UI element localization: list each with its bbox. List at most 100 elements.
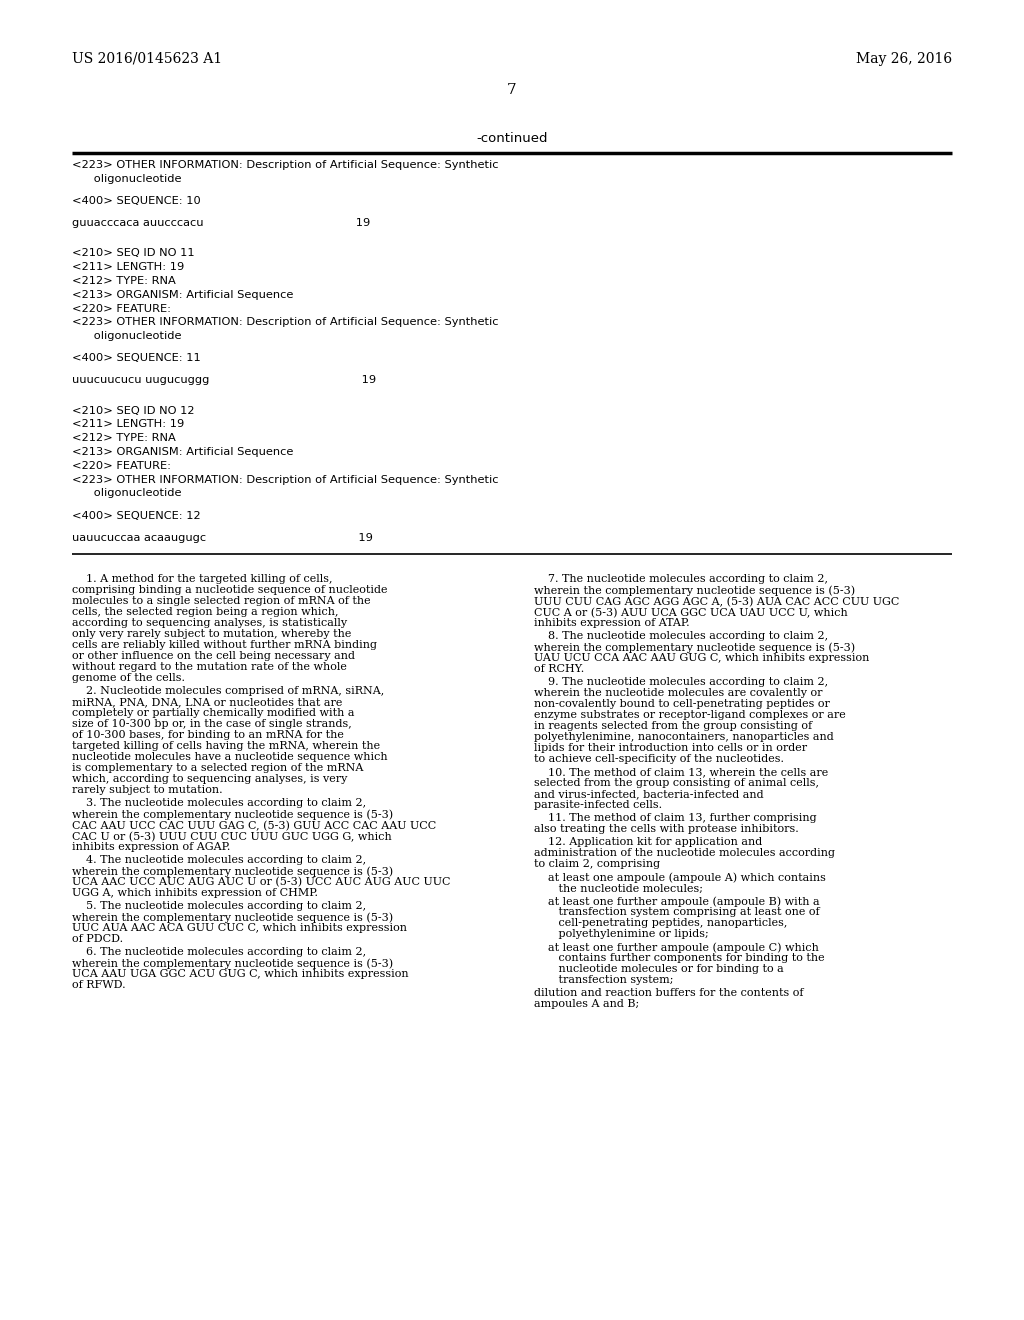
Text: UCA AAU UGA GGC ACU GUG C, which inhibits expression: UCA AAU UGA GGC ACU GUG C, which inhibit… [72,969,409,979]
Text: UUC AUA AAC ACA GUU CUC C, which inhibits expression: UUC AUA AAC ACA GUU CUC C, which inhibit… [72,924,407,933]
Text: parasite-infected cells.: parasite-infected cells. [534,800,663,810]
Text: genome of the cells.: genome of the cells. [72,673,185,684]
Text: at least one ampoule (ampoule A) which contains: at least one ampoule (ampoule A) which c… [534,873,826,883]
Text: wherein the complementary nucleotide sequence is (5-3): wherein the complementary nucleotide seq… [72,958,393,969]
Text: enzyme substrates or receptor-ligand complexes or are: enzyme substrates or receptor-ligand com… [534,710,846,721]
Text: oligonucleotide: oligonucleotide [72,488,181,499]
Text: wherein the complementary nucleotide sequence is (5-3): wherein the complementary nucleotide seq… [72,866,393,876]
Text: <400> SEQUENCE: 10: <400> SEQUENCE: 10 [72,195,201,206]
Text: <223> OTHER INFORMATION: Description of Artificial Sequence: Synthetic: <223> OTHER INFORMATION: Description of … [72,160,499,170]
Text: of RCHY.: of RCHY. [534,664,585,675]
Text: rarely subject to mutation.: rarely subject to mutation. [72,785,222,796]
Text: in reagents selected from the group consisting of: in reagents selected from the group cons… [534,722,812,731]
Text: UUU CUU CAG AGC AGG AGC A, (5-3) AUA CAC ACC CUU UGC: UUU CUU CAG AGC AGG AGC A, (5-3) AUA CAC… [534,597,899,607]
Text: <213> ORGANISM: Artificial Sequence: <213> ORGANISM: Artificial Sequence [72,447,293,457]
Text: of RFWD.: of RFWD. [72,981,126,990]
Text: 1. A method for the targeted killing of cells,: 1. A method for the targeted killing of … [72,574,333,585]
Text: inhibits expression of AGAP.: inhibits expression of AGAP. [72,842,230,853]
Text: at least one further ampoule (ampoule B) with a: at least one further ampoule (ampoule B)… [534,896,819,907]
Text: of 10-300 bases, for binding to an mRNA for the: of 10-300 bases, for binding to an mRNA … [72,730,344,741]
Text: or other influence on the cell being necessary and: or other influence on the cell being nec… [72,651,355,661]
Text: which, according to sequencing analyses, is very: which, according to sequencing analyses,… [72,775,347,784]
Text: wherein the complementary nucleotide sequence is (5-3): wherein the complementary nucleotide seq… [534,585,855,595]
Text: nucleotide molecules have a nucleotide sequence which: nucleotide molecules have a nucleotide s… [72,752,388,763]
Text: lipids for their introduction into cells or in order: lipids for their introduction into cells… [534,743,807,754]
Text: 11. The method of claim 13, further comprising: 11. The method of claim 13, further comp… [534,813,816,824]
Text: transfection system comprising at least one of: transfection system comprising at least … [534,907,819,917]
Text: UAU UCU CCA AAC AAU GUG C, which inhibits expression: UAU UCU CCA AAC AAU GUG C, which inhibit… [534,653,869,664]
Text: oligonucleotide: oligonucleotide [72,174,181,183]
Text: <211> LENGTH: 19: <211> LENGTH: 19 [72,263,184,272]
Text: <400> SEQUENCE: 12: <400> SEQUENCE: 12 [72,511,201,520]
Text: guuacccaca auucccacu                                          19: guuacccaca auucccacu 19 [72,218,371,228]
Text: <220> FEATURE:: <220> FEATURE: [72,461,171,471]
Text: <212> TYPE: RNA: <212> TYPE: RNA [72,276,176,286]
Text: 10. The method of claim 13, wherein the cells are: 10. The method of claim 13, wherein the … [534,767,828,777]
Text: wherein the complementary nucleotide sequence is (5-3): wherein the complementary nucleotide seq… [534,643,855,653]
Text: oligonucleotide: oligonucleotide [72,331,181,341]
Text: <212> TYPE: RNA: <212> TYPE: RNA [72,433,176,444]
Text: administration of the nucleotide molecules according: administration of the nucleotide molecul… [534,849,835,858]
Text: completely or partially chemically modified with a: completely or partially chemically modif… [72,709,354,718]
Text: ampoules A and B;: ampoules A and B; [534,999,639,1010]
Text: UCA AAC UCC AUC AUG AUC U or (5-3) UCC AUC AUG AUC UUC: UCA AAC UCC AUC AUG AUC U or (5-3) UCC A… [72,878,451,888]
Text: 12. Application kit for application and: 12. Application kit for application and [534,837,762,847]
Text: 8. The nucleotide molecules according to claim 2,: 8. The nucleotide molecules according to… [534,631,828,642]
Text: also treating the cells with protease inhibitors.: also treating the cells with protease in… [534,825,799,834]
Text: uuucuucucu uugucuggg                                          19: uuucuucucu uugucuggg 19 [72,375,376,385]
Text: at least one further ampoule (ampoule C) which: at least one further ampoule (ampoule C)… [534,942,819,953]
Text: is complementary to a selected region of the mRNA: is complementary to a selected region of… [72,763,364,774]
Text: targeted killing of cells having the mRNA, wherein the: targeted killing of cells having the mRN… [72,742,380,751]
Text: wherein the complementary nucleotide sequence is (5-3): wherein the complementary nucleotide seq… [72,912,393,923]
Text: without regard to the mutation rate of the whole: without regard to the mutation rate of t… [72,663,347,672]
Text: molecules to a single selected region of mRNA of the: molecules to a single selected region of… [72,597,371,606]
Text: -continued: -continued [476,132,548,145]
Text: 2. Nucleotide molecules comprised of mRNA, siRNA,: 2. Nucleotide molecules comprised of mRN… [72,686,384,697]
Text: transfection system;: transfection system; [534,975,674,986]
Text: selected from the group consisting of animal cells,: selected from the group consisting of an… [534,779,819,788]
Text: inhibits expression of ATAP.: inhibits expression of ATAP. [534,618,689,628]
Text: May 26, 2016: May 26, 2016 [856,51,952,66]
Text: only very rarely subject to mutation, whereby the: only very rarely subject to mutation, wh… [72,630,351,639]
Text: the nucleotide molecules;: the nucleotide molecules; [534,883,703,894]
Text: to claim 2, comprising: to claim 2, comprising [534,859,660,870]
Text: size of 10-300 bp or, in the case of single strands,: size of 10-300 bp or, in the case of sin… [72,719,352,730]
Text: <210> SEQ ID NO 11: <210> SEQ ID NO 11 [72,248,195,259]
Text: CUC A or (5-3) AUU UCA GGC UCA UAU UCC U, which: CUC A or (5-3) AUU UCA GGC UCA UAU UCC U… [534,607,848,618]
Text: US 2016/0145623 A1: US 2016/0145623 A1 [72,51,222,66]
Text: to achieve cell-specificity of the nucleotides.: to achieve cell-specificity of the nucle… [534,755,784,764]
Text: 4. The nucleotide molecules according to claim 2,: 4. The nucleotide molecules according to… [72,855,367,866]
Text: cells are reliably killed without further mRNA binding: cells are reliably killed without furthe… [72,640,377,651]
Text: non-covalently bound to cell-penetrating peptides or: non-covalently bound to cell-penetrating… [534,700,829,709]
Text: and virus-infected, bacteria-infected and: and virus-infected, bacteria-infected an… [534,789,764,800]
Text: 5. The nucleotide molecules according to claim 2,: 5. The nucleotide molecules according to… [72,902,367,911]
Text: comprising binding a nucleotide sequence of nucleotide: comprising binding a nucleotide sequence… [72,585,387,595]
Text: wherein the complementary nucleotide sequence is (5-3): wherein the complementary nucleotide seq… [72,809,393,820]
Text: <210> SEQ ID NO 12: <210> SEQ ID NO 12 [72,405,195,416]
Text: <213> ORGANISM: Artificial Sequence: <213> ORGANISM: Artificial Sequence [72,289,293,300]
Text: nucleotide molecules or for binding to a: nucleotide molecules or for binding to a [534,965,783,974]
Text: CAC U or (5-3) UUU CUU CUC UUU GUC UGG G, which: CAC U or (5-3) UUU CUU CUC UUU GUC UGG G… [72,832,392,842]
Text: polyethylenimine or lipids;: polyethylenimine or lipids; [534,929,709,940]
Text: CAC AAU UCC CAC UUU GAG C, (5-3) GUU ACC CAC AAU UCC: CAC AAU UCC CAC UUU GAG C, (5-3) GUU ACC… [72,821,436,830]
Text: 9. The nucleotide molecules according to claim 2,: 9. The nucleotide molecules according to… [534,677,828,688]
Text: of PDCD.: of PDCD. [72,935,123,944]
Text: <223> OTHER INFORMATION: Description of Artificial Sequence: Synthetic: <223> OTHER INFORMATION: Description of … [72,475,499,484]
Text: 3. The nucleotide molecules according to claim 2,: 3. The nucleotide molecules according to… [72,799,367,808]
Text: 7. The nucleotide molecules according to claim 2,: 7. The nucleotide molecules according to… [534,574,828,585]
Text: <220> FEATURE:: <220> FEATURE: [72,304,171,314]
Text: wherein the nucleotide molecules are covalently or: wherein the nucleotide molecules are cov… [534,689,822,698]
Text: <400> SEQUENCE: 11: <400> SEQUENCE: 11 [72,354,201,363]
Text: contains further components for binding to the: contains further components for binding … [534,953,824,964]
Text: <223> OTHER INFORMATION: Description of Artificial Sequence: Synthetic: <223> OTHER INFORMATION: Description of … [72,317,499,327]
Text: cells, the selected region being a region which,: cells, the selected region being a regio… [72,607,339,618]
Text: polyethylenimine, nanocontainers, nanoparticles and: polyethylenimine, nanocontainers, nanopa… [534,733,834,742]
Text: UGG A, which inhibits expression of CHMP.: UGG A, which inhibits expression of CHMP… [72,888,318,899]
Text: cell-penetrating peptides, nanoparticles,: cell-penetrating peptides, nanoparticles… [534,919,787,928]
Text: 7: 7 [507,83,517,96]
Text: dilution and reaction buffers for the contents of: dilution and reaction buffers for the co… [534,989,804,998]
Text: <211> LENGTH: 19: <211> LENGTH: 19 [72,420,184,429]
Text: uauucuccaa acaaugugc                                          19: uauucuccaa acaaugugc 19 [72,532,373,543]
Text: 6. The nucleotide molecules according to claim 2,: 6. The nucleotide molecules according to… [72,948,367,957]
Text: according to sequencing analyses, is statistically: according to sequencing analyses, is sta… [72,618,347,628]
